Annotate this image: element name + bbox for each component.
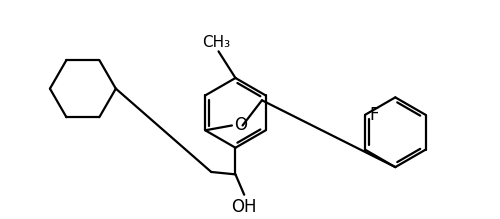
Text: CH₃: CH₃	[202, 35, 230, 50]
Text: OH: OH	[232, 198, 257, 216]
Text: O: O	[234, 117, 247, 134]
Text: F: F	[369, 106, 378, 124]
